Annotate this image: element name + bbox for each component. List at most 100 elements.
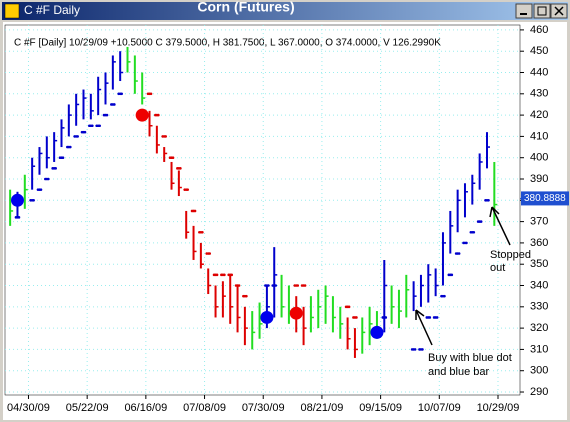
minimize-button[interactable] <box>515 3 533 19</box>
stop-dot <box>443 294 446 298</box>
stop-dot <box>267 284 270 287</box>
annotation: and blue bar <box>428 366 489 378</box>
app-icon <box>4 3 20 19</box>
last-price-box <box>521 191 569 206</box>
stop-dot <box>69 145 72 149</box>
x-tick-label: 04/30/09 <box>7 402 50 414</box>
x-tick-label: 09/15/09 <box>359 402 402 414</box>
y-tick-label: 420 <box>530 109 548 121</box>
plot-frame <box>4 24 521 396</box>
stop-dot <box>208 252 212 255</box>
annotation: Buy with blue dot <box>428 352 512 364</box>
stop-dot <box>91 124 94 128</box>
stop-dot <box>384 316 388 319</box>
signal-dot <box>260 310 274 324</box>
stop-dot <box>237 284 241 287</box>
y-tick-label: 300 <box>530 365 548 377</box>
annotation-arrow <box>415 309 433 346</box>
close-icon <box>554 6 564 16</box>
annotation: out <box>490 262 505 274</box>
y-tick-label: 330 <box>530 301 548 313</box>
stop-dot <box>215 273 219 277</box>
stop-dot <box>472 230 476 234</box>
stop-dot <box>296 284 300 287</box>
annotation: Stopped <box>490 249 531 261</box>
stop-dot <box>487 199 490 202</box>
y-tick-label: 290 <box>530 386 548 398</box>
signal-dot <box>10 193 24 207</box>
window-title: C #F Daily <box>24 3 80 17</box>
stop-dot <box>413 348 417 351</box>
stop-dot <box>61 156 65 160</box>
annotation-arrow <box>489 206 511 246</box>
stop-dot <box>479 220 483 223</box>
x-tick-label: 10/29/09 <box>477 402 520 414</box>
y-tick-label: 320 <box>530 322 548 334</box>
chart-area <box>3 22 567 420</box>
last-price-label: 380.8888 <box>524 193 566 204</box>
stop-dot <box>421 348 424 351</box>
maximize-button[interactable] <box>533 3 551 19</box>
stop-dot <box>98 124 101 128</box>
stop-dot <box>303 284 307 287</box>
y-tick-label: 390 <box>530 173 548 185</box>
stop-dot <box>83 130 87 134</box>
x-tick-label: 07/30/09 <box>242 402 285 414</box>
stop-dot <box>465 241 468 245</box>
y-tick-label: 310 <box>530 343 548 355</box>
window-buttons[interactable] <box>515 3 568 19</box>
y-tick-label: 350 <box>530 258 548 270</box>
stop-dot <box>149 92 153 96</box>
stop-dot <box>54 167 57 170</box>
y-tick-label: 430 <box>530 88 548 100</box>
stop-dot <box>223 273 226 277</box>
x-tick-label: 10/07/09 <box>418 402 461 414</box>
x-tick-label: 08/21/09 <box>301 402 344 414</box>
y-tick-label: 340 <box>530 279 548 291</box>
stop-dot <box>457 252 461 255</box>
stop-dot <box>435 316 439 319</box>
stop-dot <box>39 188 43 191</box>
y-tick-label: 400 <box>530 152 548 164</box>
stop-dot <box>17 216 21 219</box>
stop-dot <box>164 135 167 138</box>
stop-dot <box>76 135 79 138</box>
stop-dot <box>32 199 35 202</box>
stop-dot <box>245 294 248 298</box>
signal-dot <box>370 325 384 339</box>
stop-dot <box>347 305 351 309</box>
stop-dot <box>355 316 358 319</box>
x-tick-label: 06/16/09 <box>124 402 167 414</box>
stop-dot <box>428 316 432 319</box>
y-tick-label: 440 <box>530 66 548 78</box>
title-bar <box>2 2 568 20</box>
stop-dot <box>171 156 175 160</box>
stop-dot <box>120 92 123 96</box>
stop-dot <box>193 209 197 213</box>
stop-dot <box>157 113 160 117</box>
info-line: C #F [Daily] 10/29/09 +10.5000 C 379.500… <box>14 38 441 49</box>
stop-dot <box>201 230 204 234</box>
signal-dot <box>289 306 303 320</box>
y-tick-label: 410 <box>530 130 548 142</box>
chart-title: Corn (Futures) <box>197 0 294 15</box>
y-tick-label: 370 <box>530 216 548 228</box>
x-tick-label: 05/22/09 <box>66 402 109 414</box>
signal-dot <box>135 108 149 122</box>
stop-dot <box>186 188 190 191</box>
y-tick-label: 360 <box>530 237 548 249</box>
x-tick-label: 07/08/09 <box>183 402 226 414</box>
stop-dot <box>105 113 109 117</box>
stop-dot <box>230 273 234 277</box>
stop-dot <box>113 103 116 106</box>
stop-dot <box>179 167 182 170</box>
plot: 2903003103203303403503603703803904004104… <box>5 24 569 414</box>
maximize-icon <box>537 6 547 16</box>
stop-dot <box>274 284 278 287</box>
stop-dot <box>450 273 454 277</box>
stop-dot <box>47 177 50 181</box>
y-tick-label: 460 <box>530 24 548 36</box>
y-tick-label: 450 <box>530 45 548 57</box>
